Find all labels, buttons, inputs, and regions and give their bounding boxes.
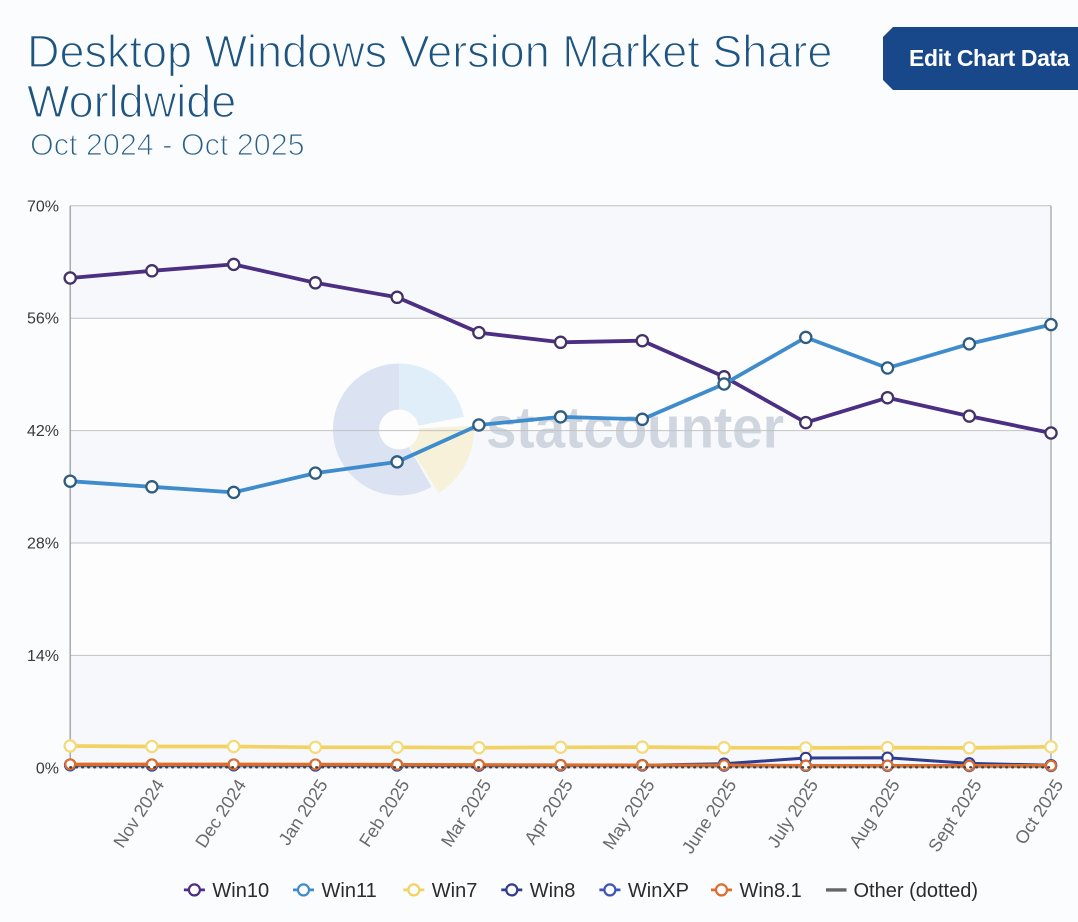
svg-text:Win7: Win7 [432, 880, 478, 902]
svg-text:Oct 2025: Oct 2025 [1011, 776, 1068, 848]
svg-text:Aug 2025: Aug 2025 [845, 776, 904, 852]
svg-text:July 2025: July 2025 [763, 776, 822, 852]
svg-text:Apr 2025: Apr 2025 [520, 776, 577, 848]
svg-text:Feb 2025: Feb 2025 [355, 776, 413, 851]
svg-text:Win10: Win10 [212, 880, 269, 902]
svg-text:56%: 56% [27, 311, 59, 328]
svg-text:Win11: Win11 [322, 880, 377, 902]
svg-text:42%: 42% [27, 423, 59, 440]
svg-text:0%: 0% [36, 760, 59, 777]
svg-text:Other (dotted): Other (dotted) [854, 880, 979, 902]
svg-text:June 2025: June 2025 [678, 776, 741, 857]
svg-text:Win8.1: Win8.1 [740, 880, 802, 902]
svg-text:Sept 2025: Sept 2025 [924, 776, 985, 856]
svg-text:Dec 2024: Dec 2024 [191, 776, 250, 852]
svg-text:14%: 14% [27, 648, 59, 665]
svg-text:Jan 2025: Jan 2025 [275, 776, 332, 849]
svg-text:WinXP: WinXP [628, 880, 689, 902]
svg-text:70%: 70% [27, 198, 59, 215]
svg-text:Nov 2024: Nov 2024 [110, 776, 169, 852]
svg-text:28%: 28% [27, 536, 59, 553]
svg-text:statcounter: statcounter [486, 396, 784, 461]
svg-text:May 2025: May 2025 [599, 776, 659, 853]
svg-text:Mar 2025: Mar 2025 [437, 776, 495, 851]
svg-text:Win8: Win8 [530, 880, 576, 902]
